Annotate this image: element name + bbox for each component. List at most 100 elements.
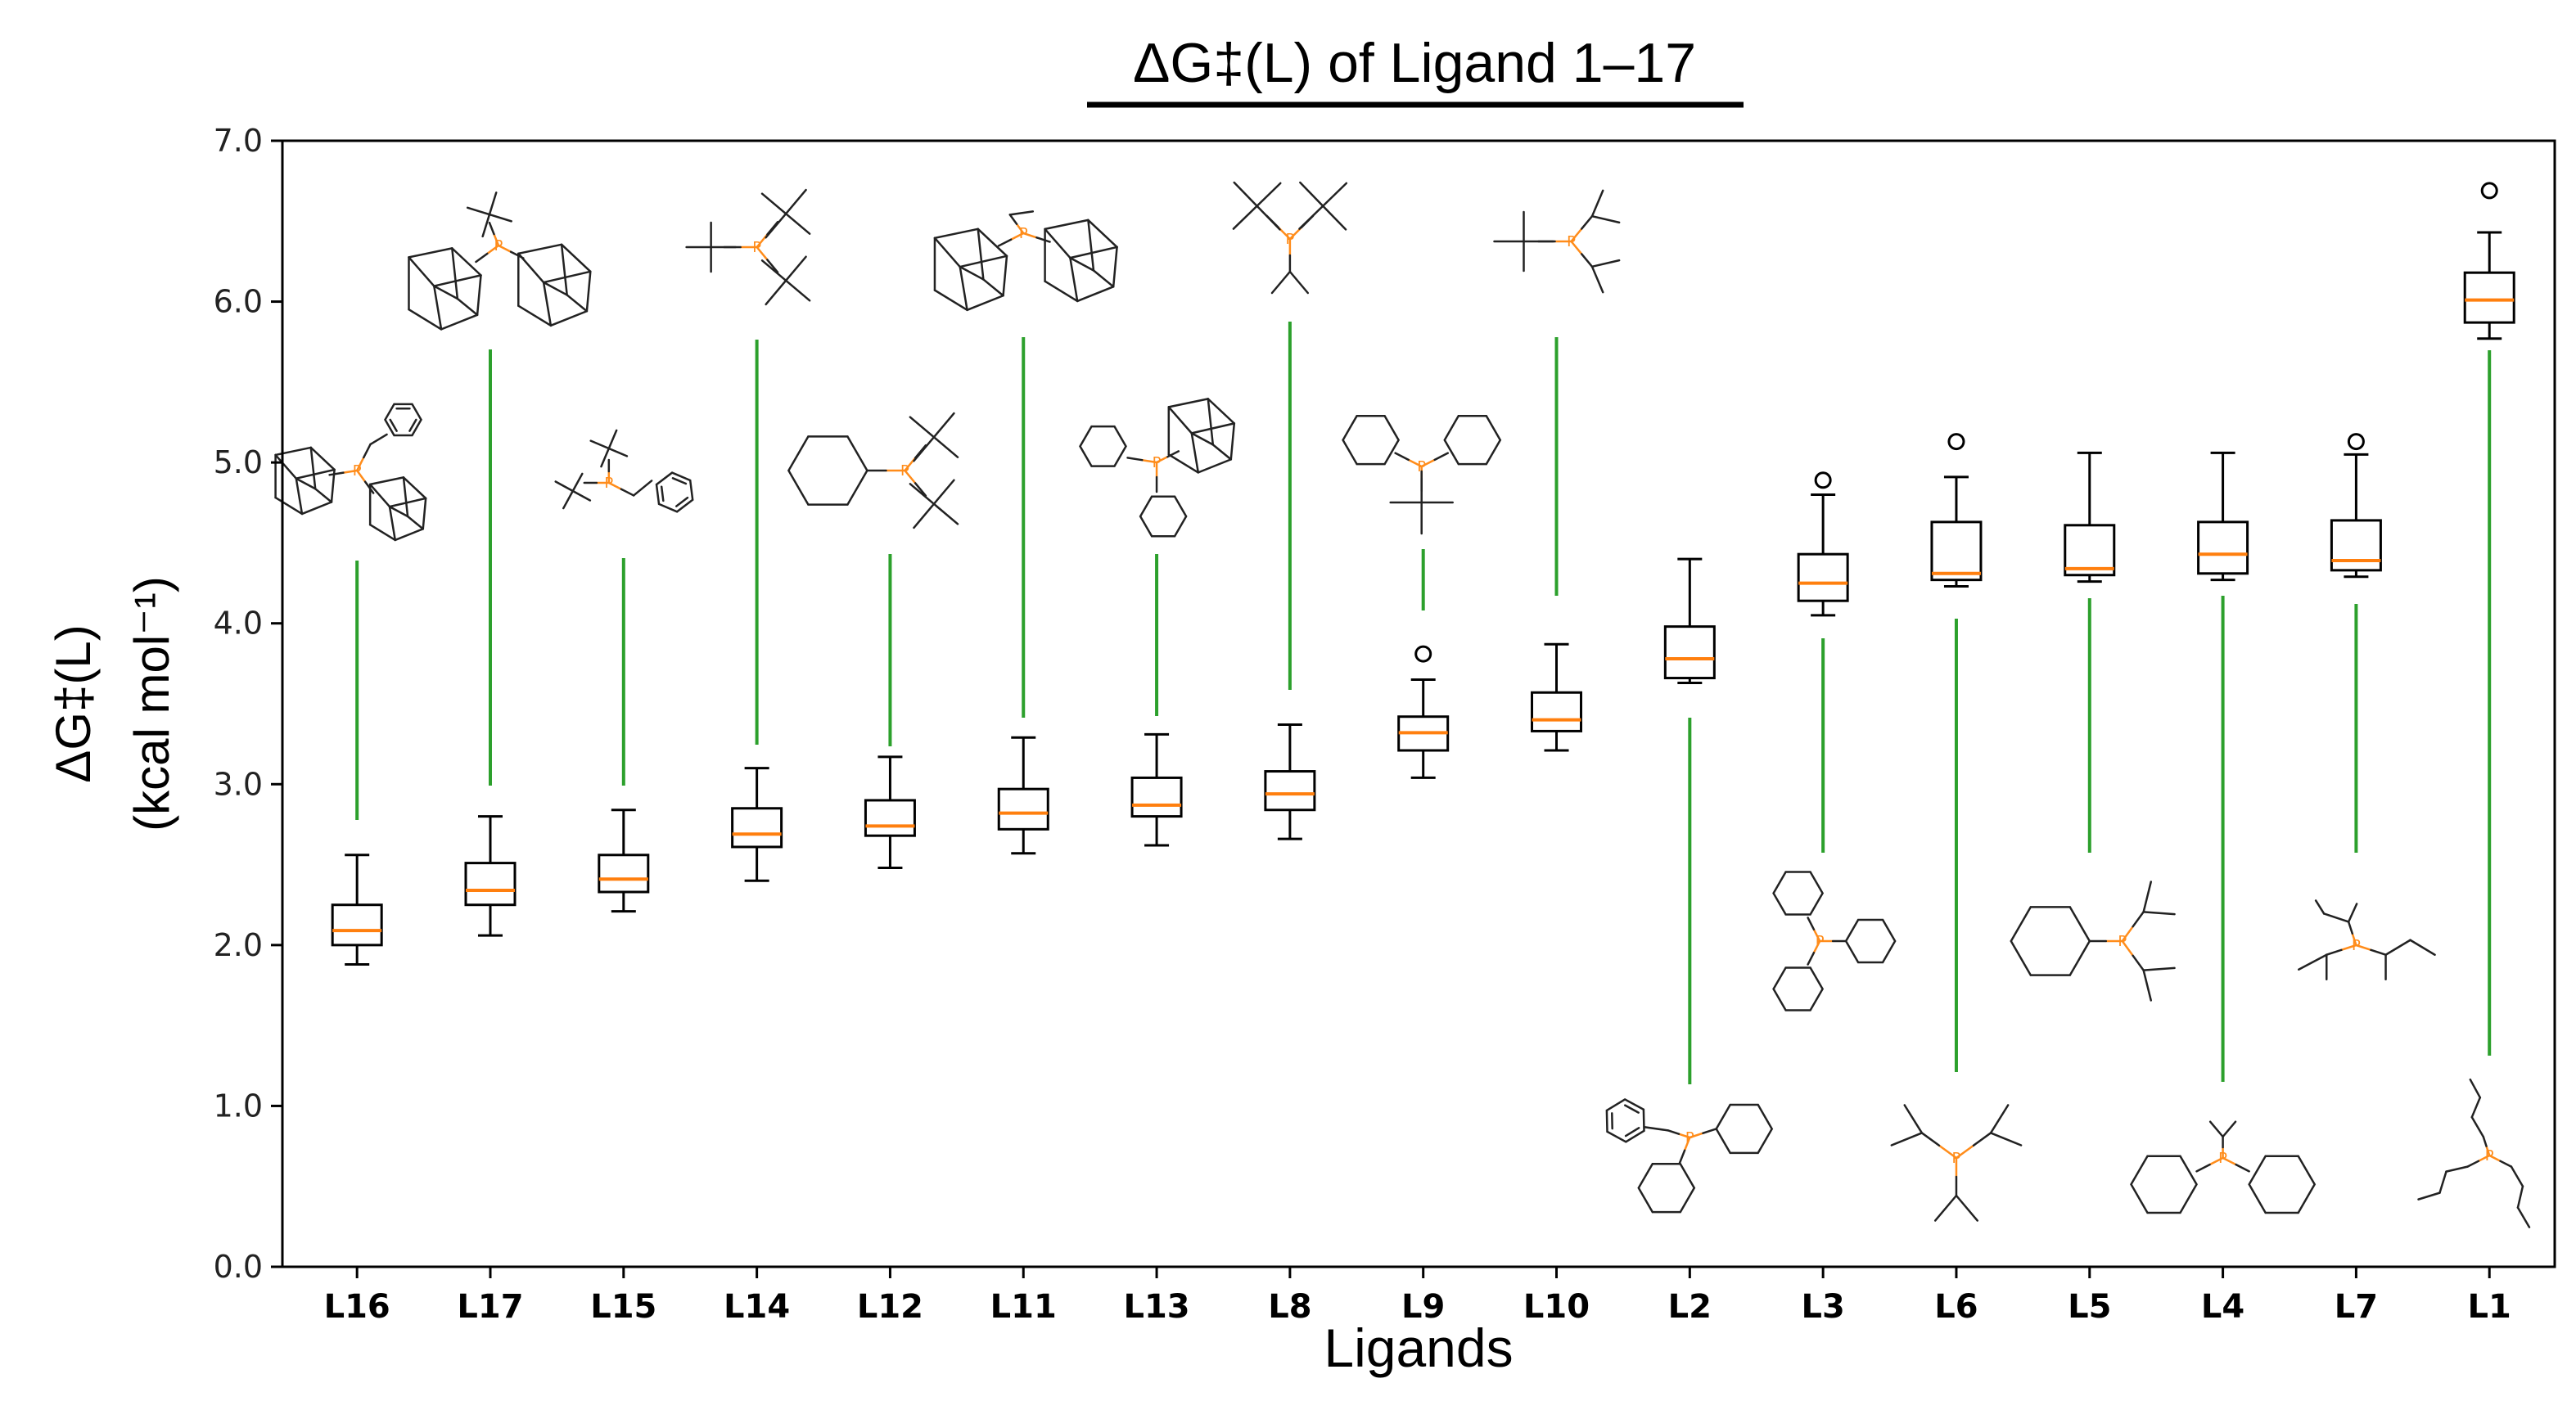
p-bond xyxy=(486,244,499,255)
bond xyxy=(562,489,575,510)
structure-L10: P xyxy=(1493,189,1621,294)
bond xyxy=(274,446,313,457)
bond xyxy=(2510,1165,2524,1187)
bond xyxy=(368,476,405,486)
cyclohexyl-ring xyxy=(787,435,868,506)
bond xyxy=(2132,954,2145,971)
iqr-box xyxy=(864,799,916,837)
bond xyxy=(2438,1170,2447,1194)
box-L7 xyxy=(2330,433,2382,579)
bond xyxy=(388,497,427,508)
y-tick-label: 7.0 xyxy=(214,123,263,159)
bond xyxy=(671,477,688,485)
box-L16 xyxy=(331,854,383,966)
x-tick-label: L16 xyxy=(324,1288,390,1326)
box-L1 xyxy=(2463,182,2515,340)
bond xyxy=(784,255,807,282)
bond xyxy=(1644,1126,1669,1132)
bond xyxy=(456,297,479,317)
bond xyxy=(451,247,482,277)
cyclohexyl-ring xyxy=(1342,414,1401,466)
bond xyxy=(2516,1206,2531,1228)
bond xyxy=(914,482,927,498)
x-tick-label: L13 xyxy=(1123,1288,1189,1326)
bond xyxy=(309,446,336,471)
p-bond xyxy=(904,470,917,484)
cyclohexyl-ring xyxy=(2130,1155,2198,1214)
bond xyxy=(368,483,391,508)
bond xyxy=(408,256,435,287)
structure-L6: P xyxy=(1890,1104,2023,1222)
bond xyxy=(2409,939,2436,956)
structure-L5: P xyxy=(2010,881,2176,1002)
x-tick-label: L15 xyxy=(590,1288,656,1326)
bond xyxy=(274,453,298,480)
bond xyxy=(1207,398,1215,446)
bond xyxy=(517,304,553,327)
bond xyxy=(542,281,553,327)
bond xyxy=(1190,432,1215,446)
x-tick-label: L3 xyxy=(1801,1288,1844,1326)
bond xyxy=(571,489,592,502)
bond xyxy=(406,515,425,530)
bond xyxy=(932,435,959,458)
bond xyxy=(1002,255,1008,297)
bond xyxy=(1989,1104,2010,1134)
p-bond xyxy=(1678,1133,1690,1139)
bond xyxy=(760,259,787,282)
box-L3 xyxy=(1797,471,1849,617)
bond xyxy=(1989,1132,2023,1146)
iqr-box xyxy=(2330,519,2382,572)
cyclohexyl-ring xyxy=(1139,495,1188,538)
bond xyxy=(959,265,968,312)
bond xyxy=(300,501,333,516)
iqr-box xyxy=(1663,625,1716,680)
y-ticks: 0.0 1.0 2.0 3.0 4.0 5.0 6.0 7.0 xyxy=(214,123,282,1285)
bond xyxy=(1581,214,1594,230)
bond xyxy=(1920,1132,1941,1146)
bond xyxy=(2222,1120,2237,1138)
bond xyxy=(1590,259,1621,268)
bond xyxy=(1069,256,1079,303)
bond xyxy=(1112,246,1118,288)
bond xyxy=(571,472,584,493)
structure-L4: P xyxy=(2130,1120,2317,1214)
box-L15 xyxy=(598,809,650,913)
bond xyxy=(600,447,611,468)
box-L5 xyxy=(2064,451,2116,583)
bond xyxy=(1256,205,1281,231)
p-bond xyxy=(1689,1132,1703,1139)
bond xyxy=(560,243,592,273)
p-bond xyxy=(2222,1156,2237,1166)
y-axis-label-line1: ΔG‡(L) xyxy=(46,624,101,782)
bond xyxy=(363,443,372,459)
structure-L2: P xyxy=(1605,1097,1774,1214)
bond xyxy=(620,488,635,497)
iqr-box xyxy=(1531,691,1583,732)
box-L6 xyxy=(1930,433,1983,588)
x-tick-label: L17 xyxy=(457,1288,523,1326)
bond xyxy=(1167,398,1210,408)
bond xyxy=(632,480,653,497)
bond xyxy=(959,265,985,281)
bond xyxy=(2142,966,2176,971)
bond xyxy=(1933,1194,1958,1222)
outlier-point xyxy=(2347,433,2365,451)
bond xyxy=(295,477,304,516)
x-tick-label: L8 xyxy=(1268,1288,1311,1326)
structure-L15: P xyxy=(554,429,694,513)
connector-lines xyxy=(355,322,2492,1084)
outlier-point xyxy=(2480,182,2498,200)
bond xyxy=(2469,1078,2482,1099)
box-L12 xyxy=(864,755,916,870)
bond xyxy=(977,227,985,281)
bond xyxy=(1087,218,1095,272)
bond xyxy=(977,227,1008,258)
bond xyxy=(2417,1192,2441,1201)
bond xyxy=(982,278,1004,297)
bond xyxy=(1624,1104,1640,1114)
bond xyxy=(1207,398,1236,425)
bond xyxy=(549,309,589,327)
p-bond xyxy=(2356,944,2371,952)
box-L4 xyxy=(2197,451,2249,582)
